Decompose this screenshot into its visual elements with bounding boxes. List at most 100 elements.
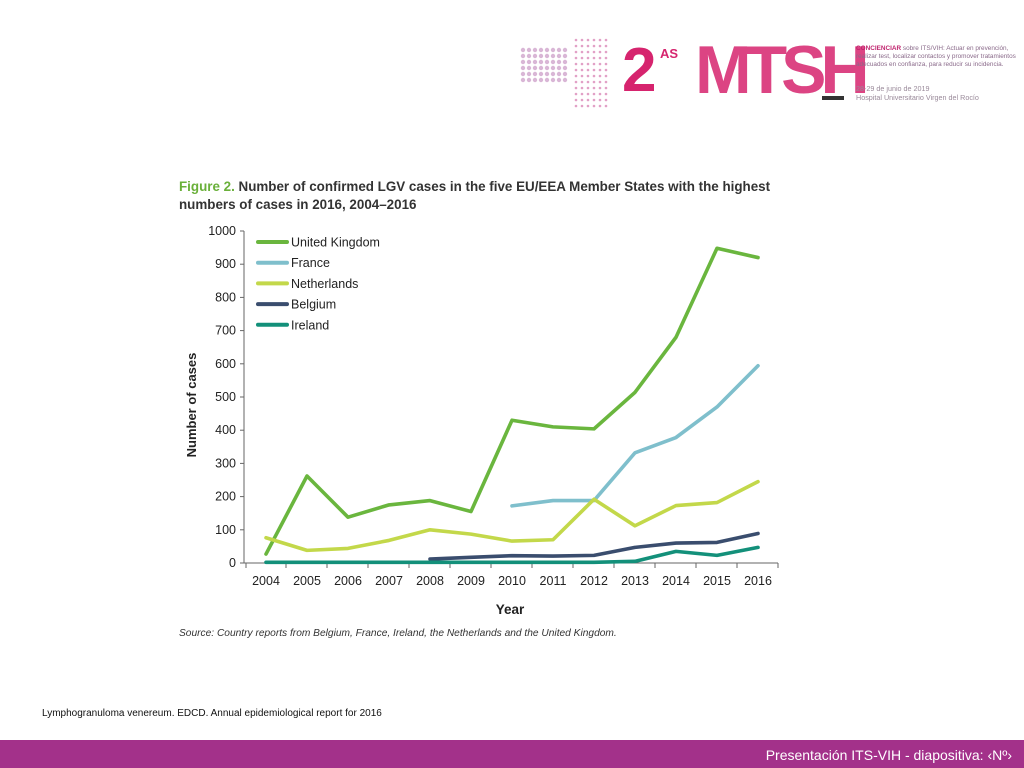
decor-dot [574,98,578,102]
decor-dot [532,53,538,59]
decor-dot [574,62,578,66]
decor-dot [562,71,568,77]
decor-dot [604,44,608,48]
conference-header: 2 AS MTSH CONCIENCIAR sobre ITS/VIH: Act… [0,0,1024,140]
decor-dot [604,38,608,42]
decor-dot [592,56,596,60]
legend-label: Ireland [291,318,329,332]
decor-dot [532,71,538,77]
decor-dot [586,50,590,54]
decor-dot [526,77,532,83]
decor-dot [520,71,526,77]
decor-dot [574,56,578,60]
y-tick-label: 700 [215,324,236,338]
decor-dot [574,50,578,54]
series-line-united-kingdom [264,246,760,556]
decor-dot [550,71,556,77]
legend-label: France [291,256,330,270]
legend-label: Belgium [291,298,336,312]
decor-dot [604,92,608,96]
x-tick-label: 2005 [293,574,321,588]
series-line-belgium [428,531,760,561]
decor-dot [532,65,538,71]
decor-dot [538,53,544,59]
decor-dot [580,86,584,90]
decor-dot [562,53,568,59]
decor-dot [586,56,590,60]
decor-dot [586,104,590,108]
tagline-rest: sobre ITS/VIH: Actuar en prevención, rea… [856,45,1016,68]
decor-dot [544,65,550,71]
decor-dot [598,92,602,96]
decor-dot [532,59,538,65]
y-tick-label: 1000 [208,224,236,238]
decor-dot [580,104,584,108]
series-line-france [510,363,760,508]
decor-dot [520,59,526,65]
decor-dot [586,86,590,90]
footer-text: Presentación ITS-VIH - diapositiva: ‹Nº› [765,747,1012,763]
decor-dot [550,53,556,59]
x-tick-label: 2012 [580,574,608,588]
figure-label: Figure 2. [179,179,235,194]
decor-dot [556,65,562,71]
decor-dot [604,86,608,90]
conference-dates: 28-29 de junio de 2019 Hospital Universi… [856,84,1024,102]
venue-line: Hospital Universitario Virgen del Rocío [856,93,979,102]
x-tick-label: 2008 [416,574,444,588]
decor-dot [574,74,578,78]
decor-dot [598,104,602,108]
decor-dot [604,50,608,54]
x-tick-label: 2011 [540,574,567,588]
decor-dot [580,56,584,60]
decor-dot [574,80,578,84]
decor-dot [538,47,544,53]
logo-superscript: AS [660,46,679,61]
decor-dot [550,65,556,71]
y-tick-label: 100 [215,523,236,537]
decor-dot [556,47,562,53]
decor-dot [574,38,578,42]
decor-dot [592,98,596,102]
x-tick-label: 2010 [498,574,526,588]
figure-title-text: Number of confirmed LGV cases in the fiv… [179,179,771,212]
decor-dot [580,62,584,66]
decor-dot [592,92,596,96]
decor-dot [532,77,538,83]
decor-dot [586,80,590,84]
decor-dot [580,38,584,42]
decor-dot [586,44,590,48]
decor-dot [598,44,602,48]
decor-dot [592,104,596,108]
y-tick-label: 300 [215,456,236,470]
decor-dot [538,77,544,83]
y-tick-label: 500 [215,390,236,404]
decor-dot [574,68,578,72]
decor-dot [562,59,568,65]
decor-dot [580,80,584,84]
decor-dot [520,47,526,53]
decor-dot [586,98,590,102]
y-tick-label: 600 [215,357,236,371]
decor-dot [604,98,608,102]
decor-dot [550,47,556,53]
decor-dot [562,47,568,53]
decor-dot [520,65,526,71]
decor-dot [598,74,602,78]
decor-dot [604,104,608,108]
date-line: 28-29 de junio de 2019 [856,84,930,93]
decor-dot [556,53,562,59]
decor-dot [556,71,562,77]
logo-word: MTSH [695,36,870,104]
x-tick-label: 2016 [744,574,772,588]
decor-dot [586,74,590,78]
decor-dot [598,56,602,60]
decor-dot [544,59,550,65]
x-tick-label: 2014 [662,574,690,588]
decor-dot [574,104,578,108]
y-tick-label: 0 [229,556,236,570]
decor-dot [580,98,584,102]
decor-dot [592,50,596,54]
x-axis-label: Year [496,602,525,617]
